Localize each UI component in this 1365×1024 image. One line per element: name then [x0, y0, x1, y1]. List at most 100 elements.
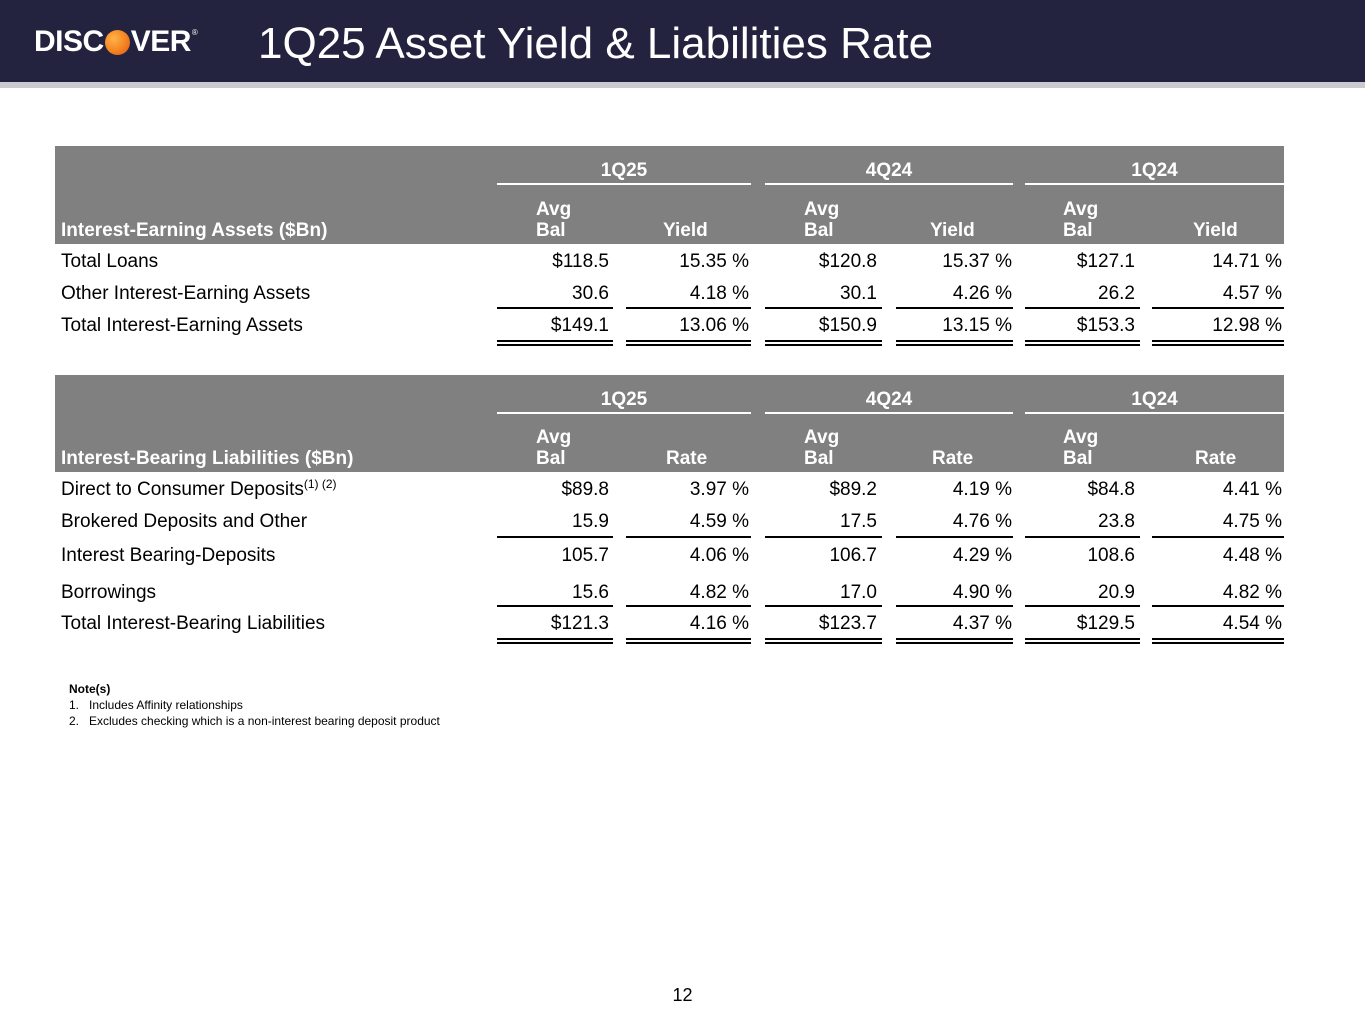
double-underline: [497, 642, 613, 644]
underline: [1025, 536, 1140, 538]
row-label: Total Interest-Earning Assets: [61, 315, 303, 336]
liabilities-col-rate-1: Rate: [666, 448, 708, 469]
cell-value: 15.9: [572, 511, 609, 532]
cell-value: 4.76 %: [952, 511, 1012, 532]
cell-value: 106.7: [829, 545, 877, 566]
logo-text-right: VER: [130, 25, 192, 58]
note-item: 1. Includes Affinity relationships: [69, 698, 243, 712]
assets-col-avgbal-1: Avg Bal: [536, 199, 572, 241]
underline: [765, 605, 882, 607]
cell-value: 4.90 %: [952, 582, 1012, 603]
double-underline: [1152, 340, 1284, 342]
cell-value: 30.1: [840, 283, 877, 304]
underline: [626, 605, 751, 607]
assets-period-underline: [497, 183, 751, 185]
assets-period-underline: [1025, 183, 1284, 185]
cell-value: 13.06 %: [679, 315, 749, 336]
double-underline: [765, 642, 882, 644]
page-number: 12: [672, 985, 693, 1005]
table-row: Borrowings 15.6 4.82 % 17.0 4.90 % 20.9 …: [55, 575, 1284, 607]
cell-value: $120.8: [818, 251, 877, 272]
assets-period-4q24: 4Q24: [865, 160, 913, 181]
cell-value: 4.82 %: [689, 582, 749, 603]
table-row: Brokered Deposits and Other 15.9 4.59 % …: [55, 504, 1284, 538]
table-row: Total Interest-Earning Assets $149.1 13.…: [55, 308, 1284, 346]
liabilities-table: 1Q25 4Q24 1Q24 Interest-Bearing Liabilit…: [55, 375, 1284, 646]
underline: [1025, 605, 1140, 607]
liabilities-period-underline: [765, 412, 1013, 414]
underline: [497, 536, 613, 538]
row-label: Brokered Deposits and Other: [61, 511, 308, 532]
cell-value: $153.3: [1076, 315, 1135, 336]
cell-value: 4.06 %: [689, 545, 749, 566]
cell-value: 4.29 %: [952, 545, 1012, 566]
liabilities-period-1q24: 1Q24: [1131, 389, 1178, 410]
double-underline: [1025, 344, 1140, 346]
underline: [896, 307, 1013, 309]
cell-value: $129.5: [1076, 613, 1135, 634]
double-underline: [626, 344, 751, 346]
liabilities-section-label: Interest-Bearing Liabilities ($Bn): [61, 448, 354, 469]
row-label: Borrowings: [61, 582, 157, 603]
logo-orb-icon: [104, 29, 130, 55]
logo-reg-mark: ®: [191, 28, 198, 37]
cell-value: 4.57 %: [1222, 283, 1282, 304]
table-row: Interest Bearing-Deposits 105.7 4.06 % 1…: [55, 538, 1284, 575]
double-underline: [765, 340, 882, 342]
cell-value: 17.5: [840, 511, 877, 532]
liabilities-col-rate-2: Rate: [932, 448, 974, 469]
cell-value: $149.1: [550, 315, 609, 336]
cell-value: 4.59 %: [689, 511, 749, 532]
cell-value: 15.6: [572, 582, 609, 603]
cell-value: 26.2: [1098, 283, 1135, 304]
assets-col-avgbal-2: Avg Bal: [804, 199, 840, 241]
cell-value: 13.15 %: [942, 315, 1012, 336]
assets-col-yield-1: Yield: [663, 220, 708, 241]
double-underline: [896, 344, 1013, 346]
underline: [896, 536, 1013, 538]
cell-value: 4.75 %: [1222, 511, 1282, 532]
table-row: Total Loans $118.5 15.35 % $120.8 15.37 …: [55, 244, 1284, 276]
liabilities-col-avgbal-2: Avg Bal: [804, 427, 840, 469]
liabilities-period-underline: [497, 412, 751, 414]
assets-period-underline: [765, 183, 1013, 185]
double-underline: [1152, 642, 1284, 644]
liabilities-col-avgbal-1: Avg Bal: [536, 427, 572, 469]
double-underline: [1025, 642, 1140, 644]
logo-text-left: DISC: [34, 25, 104, 58]
cell-value: $123.7: [818, 613, 877, 634]
assets-table: 1Q25 4Q24 1Q24 Interest-Earning Assets (…: [55, 146, 1284, 346]
row-label: Other Interest-Earning Assets: [61, 283, 311, 304]
cell-value: $121.3: [550, 613, 609, 634]
underline: [497, 605, 613, 607]
cell-value: 3.97 %: [689, 479, 749, 500]
cell-value: 4.54 %: [1222, 613, 1282, 634]
table-row: Other Interest-Earning Assets 30.6 4.18 …: [55, 276, 1284, 309]
cell-value: 4.26 %: [952, 283, 1012, 304]
double-underline: [896, 642, 1013, 644]
liabilities-period-underline: [1025, 412, 1284, 414]
table-row: Total Interest-Bearing Liabilities $121.…: [55, 606, 1284, 646]
cell-value: $89.2: [829, 479, 877, 500]
underline: [765, 536, 882, 538]
cell-value: 30.6: [572, 283, 609, 304]
double-underline: [896, 638, 1013, 640]
cell-value: 4.16 %: [689, 613, 749, 634]
cell-value: $150.9: [818, 315, 877, 336]
liabilities-period-1q25: 1Q25: [600, 389, 648, 410]
page-title: 1Q25 Asset Yield & Liabilities Rate: [258, 19, 934, 68]
footnotes: Note(s) 1. Includes Affinity relationshi…: [69, 681, 440, 729]
row-label: Total Loans: [61, 251, 159, 272]
row-label: Total Interest-Bearing Liabilities: [61, 613, 326, 634]
cell-value: 105.7: [561, 545, 609, 566]
cell-value: 15.35 %: [679, 251, 749, 272]
cell-value: 4.48 %: [1222, 545, 1282, 566]
cell-value: 108.6: [1087, 545, 1135, 566]
cell-value: 4.37 %: [952, 613, 1012, 634]
double-underline: [765, 638, 882, 640]
double-underline: [1025, 340, 1140, 342]
cell-value: $118.5: [552, 251, 609, 272]
assets-col-avgbal-3: Avg Bal: [1063, 199, 1099, 241]
cell-value: 20.9: [1098, 582, 1135, 603]
cell-value: $89.8: [561, 479, 609, 500]
